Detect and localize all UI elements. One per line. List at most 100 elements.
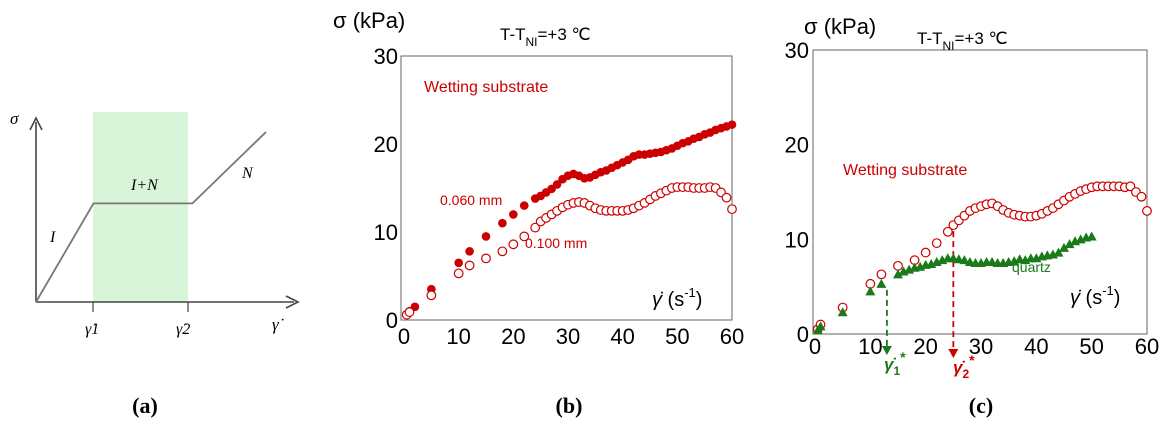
x-tick-label: 0 [398, 324, 410, 349]
data-point [931, 238, 942, 249]
gamma2-star-label: γ̇2* [953, 352, 975, 381]
data-point [893, 260, 903, 271]
x-tick-label: 60 [720, 324, 744, 349]
region-label-i-plus-n: I+N [130, 177, 159, 194]
coexistence-region-highlight [93, 112, 188, 302]
series-wetting-substrate [812, 181, 1152, 335]
x-tick-labels: 0 10 20 30 40 50 60 [398, 324, 744, 349]
gamma1-star-label: γ̇1* [884, 349, 906, 378]
data-point [404, 307, 415, 317]
y-tick-label: 20 [785, 133, 809, 158]
data-point [453, 268, 464, 279]
y-tick-label: 0 [386, 308, 398, 333]
data-point [865, 286, 876, 296]
data-point [1142, 206, 1152, 216]
y-tick-label: 30 [785, 38, 809, 63]
panel-b-chart: 0 10 20 30 40 50 60 0 10 20 30 σ (kPa) T-TNI=+3 ℃… [333, 8, 744, 349]
y-axis-title: σ (kPa) [804, 14, 876, 39]
data-point [1053, 247, 1064, 257]
data-point [530, 222, 541, 233]
x-tick-label: 0 [809, 334, 821, 359]
header-label: T-TNI=+3 ℃ [917, 29, 1008, 53]
x-tick-label: 10 [446, 324, 470, 349]
x-tick-label: 20 [501, 324, 525, 349]
data-point [454, 258, 463, 268]
x-tick-label: 10 [858, 334, 882, 359]
critical-rate-guides [881, 231, 959, 358]
y-tick-label: 10 [374, 220, 398, 245]
panel-label-b: (b) [556, 393, 583, 418]
critical-rate-arrowhead [881, 346, 892, 355]
flow-curve-line [35, 131, 267, 303]
y-tick-label: 30 [374, 44, 398, 69]
data-point [465, 247, 474, 256]
x-tick-label: 60 [1135, 334, 1159, 359]
x-tick-label: 30 [556, 324, 580, 349]
annotation-wetting-substrate: Wetting substrate [843, 162, 967, 179]
panel-label-c: (c) [969, 393, 993, 418]
x-axis-title: γ̇ (s-1) [652, 285, 702, 311]
gamma-axis-label: γ̇ [272, 315, 284, 334]
series-0100mm [401, 182, 737, 320]
x-tick-label: 20 [913, 334, 937, 359]
region-label-i: I [49, 229, 56, 246]
data-point [1136, 191, 1147, 202]
data-point [481, 232, 491, 241]
data-point [552, 180, 562, 189]
x-axis-title: γ̇ (s-1) [1070, 283, 1120, 309]
panel-c-chart: 0 10 20 30 40 50 60 0 10 20 30 σ (kPa) T-TNI=+3 ℃… [785, 14, 1160, 381]
data-point [876, 269, 887, 280]
y-axis-arrowhead [29, 116, 43, 131]
data-point [426, 290, 437, 301]
panel-label-a: (a) [132, 393, 158, 418]
plot-frame [812, 49, 1148, 335]
panel-a-schematic: σ γ̇ I I+N N γ̇1 γ̇2 [10, 109, 300, 338]
x-tick-label: 50 [665, 324, 689, 349]
x-tick-label: 50 [1079, 334, 1103, 359]
data-point [1064, 239, 1075, 249]
sigma-axis-label: σ [10, 109, 19, 128]
y-tick-labels: 0 10 20 30 [785, 38, 809, 347]
header-label: T-TNI=+3 ℃ [500, 25, 591, 49]
data-point [519, 231, 530, 242]
data-point [959, 255, 970, 265]
y-tick-label: 10 [785, 227, 809, 252]
data-point [721, 192, 732, 203]
data-point [920, 247, 931, 258]
data-point [815, 321, 826, 331]
region-label-n: N [241, 165, 254, 182]
gamma1-tick-label: γ̇1 [85, 321, 99, 338]
y-tick-label: 0 [797, 322, 809, 347]
plot-frame [400, 55, 733, 321]
data-point [509, 210, 518, 219]
x-tick-labels: 0 10 20 30 40 50 60 [809, 334, 1159, 359]
x-axis-arrowhead [285, 295, 300, 309]
y-tick-labels: 0 10 20 30 [374, 44, 398, 333]
data-point [508, 239, 519, 250]
data-point [1086, 231, 1097, 241]
series-quartz [812, 231, 1097, 335]
annotation-0100mm: 0.100 mm [525, 235, 587, 251]
gamma2-tick-label: γ̇2 [176, 321, 190, 338]
data-point [497, 246, 508, 257]
y-axis-title: σ (kPa) [333, 8, 405, 33]
y-tick-label: 20 [374, 132, 398, 157]
data-point [727, 204, 737, 215]
x-tick-label: 40 [1024, 334, 1048, 359]
data-point [1059, 242, 1069, 252]
data-point [519, 201, 529, 210]
annotation-quartz: quartz [1012, 259, 1051, 275]
x-tick-label: 30 [969, 334, 993, 359]
annotation-0060mm: 0.060 mm [440, 192, 502, 208]
legend-title: Wetting substrate [424, 79, 548, 96]
data-point [876, 278, 887, 288]
data-point [464, 260, 475, 271]
data-point [837, 307, 848, 317]
data-point [893, 269, 903, 279]
data-point [942, 226, 953, 237]
critical-rate-arrowhead [948, 349, 959, 358]
data-point [727, 120, 737, 129]
x-tick-label: 40 [610, 324, 634, 349]
data-point [481, 253, 491, 264]
